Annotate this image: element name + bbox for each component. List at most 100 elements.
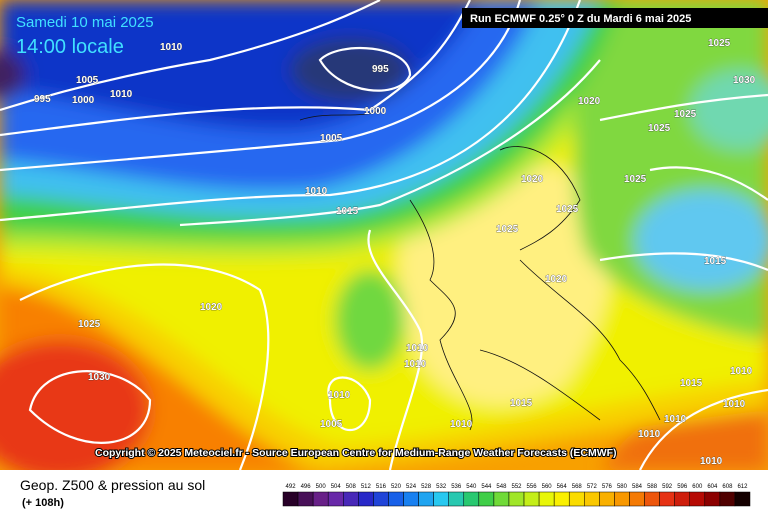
isobar-label: 1010 xyxy=(305,186,328,197)
scale-label: 496 xyxy=(301,484,312,490)
isobar-label: 1025 xyxy=(556,204,579,215)
isobar-label: 1030 xyxy=(88,372,111,383)
scale-swatch xyxy=(599,491,615,507)
isobars xyxy=(0,0,768,470)
run-box xyxy=(462,8,768,28)
scale-swatch xyxy=(418,491,434,507)
isobar-label: 1000 xyxy=(364,106,387,117)
isobar-label: 1010 xyxy=(700,456,723,467)
scale-swatch xyxy=(689,491,706,507)
scale-label: 576 xyxy=(602,484,613,490)
scale-label: 516 xyxy=(376,484,387,490)
scale-label: 544 xyxy=(481,484,492,490)
isobar-label: 1010 xyxy=(404,359,427,370)
isobar-label: 1010 xyxy=(406,343,429,354)
scale-label: 524 xyxy=(406,484,417,490)
scale-label: 508 xyxy=(346,484,357,490)
isobar-label: 1010 xyxy=(664,414,687,425)
isobar-label: 1005 xyxy=(320,419,343,430)
isobar-label: 1025 xyxy=(624,174,647,185)
scale-swatch xyxy=(629,491,645,507)
isobar-label: 1025 xyxy=(648,123,671,134)
scale-swatch xyxy=(719,491,736,507)
scale-swatch xyxy=(614,491,630,507)
isobar-label: 1020 xyxy=(578,96,601,107)
isobar-label: 1010 xyxy=(730,366,753,377)
isobar-label: 1020 xyxy=(521,174,544,185)
scale-swatch xyxy=(659,491,675,507)
isobar-label: 995 xyxy=(372,64,389,75)
scale-label: 536 xyxy=(451,484,462,490)
isobar-label: 1000 xyxy=(72,95,95,106)
scale-label: 528 xyxy=(421,484,432,490)
scale-swatch xyxy=(463,491,480,507)
scale-swatch xyxy=(282,491,299,507)
scale-label: 532 xyxy=(436,484,447,490)
isobar-label: 995 xyxy=(34,94,51,105)
isobar-label: 1010 xyxy=(110,89,133,100)
scale-swatch xyxy=(493,491,510,507)
copyright: Copyright © 2025 Meteociel.fr - Source E… xyxy=(95,447,617,459)
color-scale: 492 496 500 504 508 512 516 520 524 528 532 536 540 5… xyxy=(282,484,751,507)
isobar-label: 1025 xyxy=(708,38,731,49)
scale-swatch xyxy=(373,491,389,507)
scale-label: 600 xyxy=(692,484,703,490)
scale-label: 612 xyxy=(737,484,748,490)
scale-label: 548 xyxy=(496,484,507,490)
isobar-label: 1020 xyxy=(200,302,223,313)
isobar-label: 1020 xyxy=(545,274,568,285)
run-info: Run ECMWF 0.25° 0 Z du Mardi 6 mai 2025 xyxy=(470,13,691,25)
scale-swatch xyxy=(734,491,751,507)
scale-swatch xyxy=(508,491,525,507)
scale-label: 572 xyxy=(587,484,598,490)
isobar-label: 1005 xyxy=(76,75,99,86)
scale-label: 520 xyxy=(391,484,402,490)
footer-title: Geop. Z500 & pression au sol xyxy=(20,477,205,493)
scale-label: 552 xyxy=(511,484,522,490)
scale-swatch xyxy=(433,491,449,507)
scale-label: 568 xyxy=(572,484,583,490)
scale-swatch xyxy=(297,491,314,507)
scale-swatch xyxy=(448,491,465,507)
forecast-time: 14:00 locale xyxy=(16,36,124,58)
isobar-label: 1030 xyxy=(733,75,756,86)
isobar-label: 1025 xyxy=(674,109,697,120)
scale-label: 504 xyxy=(331,484,342,490)
isobar-label: 1015 xyxy=(510,398,533,409)
scale-label: 584 xyxy=(632,484,643,490)
scale-label: 492 xyxy=(286,484,297,490)
isobar-label: 1010 xyxy=(160,42,183,53)
scale-label: 596 xyxy=(677,484,688,490)
scale-label: 608 xyxy=(722,484,733,490)
isobar-label: 1010 xyxy=(328,390,351,401)
isobar-label: 1015 xyxy=(704,256,727,267)
scale-swatch xyxy=(584,491,600,507)
footer-step: (+ 108h) xyxy=(22,497,64,509)
scale-swatch xyxy=(538,491,555,507)
isobar-label: 1015 xyxy=(680,378,703,389)
isobar-labels: 1010 1005 995 1000 1010 995 1000 1005 1010 1015 10… xyxy=(34,38,756,468)
scale-label: 512 xyxy=(361,484,372,490)
isobar-label: 1015 xyxy=(336,206,359,217)
scale-swatch xyxy=(674,491,690,507)
scale-swatch xyxy=(312,491,329,507)
scale-label: 604 xyxy=(707,484,718,490)
map-field: 1010 1005 995 1000 1010 995 1000 1005 1010 1015 10… xyxy=(0,0,768,470)
scale-swatch xyxy=(388,491,404,507)
scale-label: 556 xyxy=(527,484,538,490)
isobar-label: 1010 xyxy=(723,399,746,410)
scale-swatch xyxy=(478,491,495,507)
scale-label: 592 xyxy=(662,484,673,490)
scale-swatch xyxy=(343,491,359,507)
coastlines xyxy=(299,109,661,431)
isobar-label: 1005 xyxy=(320,133,343,144)
scale-swatch xyxy=(523,491,540,507)
scale-swatch xyxy=(568,491,585,507)
forecast-date: Samedi 10 mai 2025 xyxy=(16,14,154,31)
scale-swatch xyxy=(553,491,570,507)
scale-label: 588 xyxy=(647,484,658,490)
isobar-label: 1025 xyxy=(496,224,519,235)
isobar-label: 1025 xyxy=(78,319,101,330)
isobar-label: 1010 xyxy=(450,419,473,430)
isobar-label: 1010 xyxy=(638,429,661,440)
